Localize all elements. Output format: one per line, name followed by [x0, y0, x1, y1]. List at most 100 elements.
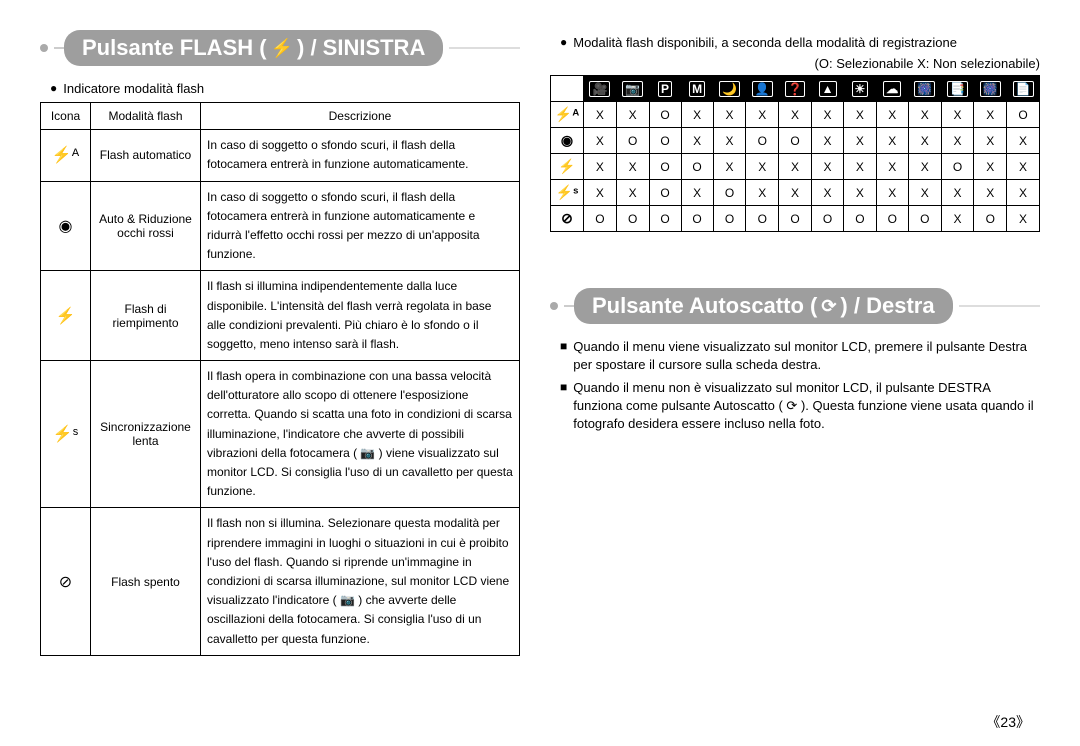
matrix-col-icon: 👤 [746, 76, 779, 102]
matrix-cell: X [584, 128, 617, 154]
selftimer-icon: ⟳ [821, 296, 836, 317]
matrix-cell: X [941, 206, 974, 232]
header-line-icon [564, 305, 574, 307]
matrix-cell: X [746, 154, 779, 180]
matrix-cell: X [616, 102, 649, 128]
matrix-cell: O [649, 180, 681, 206]
flash-subtitle: ● Indicatore modalità flash [50, 80, 520, 98]
matrix-cell: X [779, 102, 812, 128]
matrix-cell: X [974, 128, 1007, 154]
mode-icon-auto: ⚡ᴬ [41, 130, 91, 181]
matrix-row-icon: ⊘ [551, 206, 584, 232]
matrix-row: ⚡XXOOXXXXXXXOXX [551, 154, 1040, 180]
section-title-prefix: Pulsante Autoscatto ( [592, 293, 817, 319]
matrix-cell: X [941, 128, 974, 154]
matrix-cell: O [713, 180, 746, 206]
matrix-cell: X [713, 154, 746, 180]
matrix-cell: O [649, 154, 681, 180]
matrix-cell: O [908, 206, 941, 232]
matrix-col-icon: ❓ [779, 76, 812, 102]
matrix-cell: X [811, 180, 843, 206]
matrix-cell: X [876, 102, 908, 128]
section-title-suffix: ) / Destra [840, 293, 934, 319]
matrix-cell: X [746, 102, 779, 128]
section-title-suffix: ) / SINISTRA [297, 35, 425, 61]
flash-modes-table: Icona Modalità flash Descrizione ⚡ᴬ Flas… [40, 102, 520, 656]
header-trail-icon [449, 47, 520, 49]
th-desc: Descrizione [201, 103, 520, 130]
header-trail-icon [959, 305, 1040, 307]
matrix-cell: X [616, 154, 649, 180]
matrix-cell: X [681, 128, 713, 154]
matrix-row: ◉XOOXXOOXXXXXXX [551, 128, 1040, 154]
matrix-cell: X [681, 180, 713, 206]
bullet-icon: ■ [560, 379, 567, 434]
matrix-cell: X [1007, 180, 1040, 206]
matrix-cell: X [844, 128, 876, 154]
matrix-cell: O [844, 206, 876, 232]
matrix-legend: (O: Selezionabile X: Non selezionabile) [550, 56, 1040, 71]
matrix-subtitle-text: Modalità flash disponibili, a seconda de… [573, 34, 957, 52]
matrix-cell: X [844, 102, 876, 128]
flash-subtitle-text: Indicatore modalità flash [63, 80, 204, 98]
header-line-icon [54, 47, 64, 49]
matrix-cell: O [746, 206, 779, 232]
matrix-cell: X [908, 128, 941, 154]
matrix-cell: X [876, 128, 908, 154]
bullet-icon: ● [50, 80, 57, 98]
matrix-header-row: 🎥📷PM🌙👤❓▲☀☁🎆📑🎆📄 [551, 76, 1040, 102]
mode-name: Auto & Riduzione occhi rossi [91, 181, 201, 271]
matrix-cell: X [974, 102, 1007, 128]
matrix-cell: O [779, 128, 812, 154]
matrix-row: ⚡ᴬXXOXXXXXXXXXXO [551, 102, 1040, 128]
matrix-row: ⊘OOOOOOOOOOOXOX [551, 206, 1040, 232]
section-title-pill: Pulsante Autoscatto ( ⟳ ) / Destra [574, 288, 953, 324]
matrix-cell: O [811, 206, 843, 232]
matrix-cell: X [584, 180, 617, 206]
matrix-cell: O [974, 206, 1007, 232]
matrix-cell: X [713, 102, 746, 128]
matrix-cell: O [649, 128, 681, 154]
table-row: ⊘ Flash spento Il flash non si illumina.… [41, 508, 520, 655]
matrix-cell: O [941, 154, 974, 180]
matrix-cell: X [844, 180, 876, 206]
matrix-cell: O [779, 206, 812, 232]
matrix-cell: X [1007, 154, 1040, 180]
matrix-cell: X [811, 128, 843, 154]
matrix-cell: X [908, 180, 941, 206]
mode-name: Flash automatico [91, 130, 201, 181]
table-header-row: Icona Modalità flash Descrizione [41, 103, 520, 130]
matrix-cell: X [811, 102, 843, 128]
mode-desc: In caso di soggetto o sfondo scuri, il f… [201, 130, 520, 181]
th-icon: Icona [41, 103, 91, 130]
matrix-cell: X [584, 102, 617, 128]
right-column: ● Modalità flash disponibili, a seconda … [550, 30, 1040, 656]
matrix-cell: X [844, 154, 876, 180]
page-number: 《23》 [986, 712, 1030, 732]
matrix-cell: X [908, 154, 941, 180]
bullet-text: Quando il menu non è visualizzato sul mo… [573, 379, 1040, 434]
matrix-col-icon: ☀ [844, 76, 876, 102]
selftimer-bullet: ■ Quando il menu non è visualizzato sul … [560, 379, 1040, 434]
matrix-cell: X [779, 180, 812, 206]
availability-matrix: 🎥📷PM🌙👤❓▲☀☁🎆📑🎆📄⚡ᴬXXOXXXXXXXXXXO◉XOOXXOOXX… [550, 75, 1040, 232]
matrix-cell: X [876, 154, 908, 180]
matrix-cell: O [649, 206, 681, 232]
mode-icon-off: ⊘ [41, 508, 91, 655]
matrix-cell: X [584, 154, 617, 180]
matrix-cell: X [681, 102, 713, 128]
matrix-cell: X [876, 180, 908, 206]
left-column: Pulsante FLASH ( ⚡ ) / SINISTRA ● Indica… [40, 30, 520, 656]
matrix-row-icon: ⚡ˢ [551, 180, 584, 206]
matrix-cell: O [713, 206, 746, 232]
mode-desc: Il flash opera in combinazione con una b… [201, 361, 520, 508]
matrix-cell: X [974, 180, 1007, 206]
mode-name: Flash spento [91, 508, 201, 655]
mode-name: Sincronizzazione lenta [91, 361, 201, 508]
matrix-row-icon: ◉ [551, 128, 584, 154]
matrix-cell: O [681, 206, 713, 232]
matrix-col-icon: ▲ [811, 76, 843, 102]
matrix-col-icon: 📄 [1007, 76, 1040, 102]
matrix-row-icon: ⚡ᴬ [551, 102, 584, 128]
mode-name: Flash di riempimento [91, 271, 201, 361]
